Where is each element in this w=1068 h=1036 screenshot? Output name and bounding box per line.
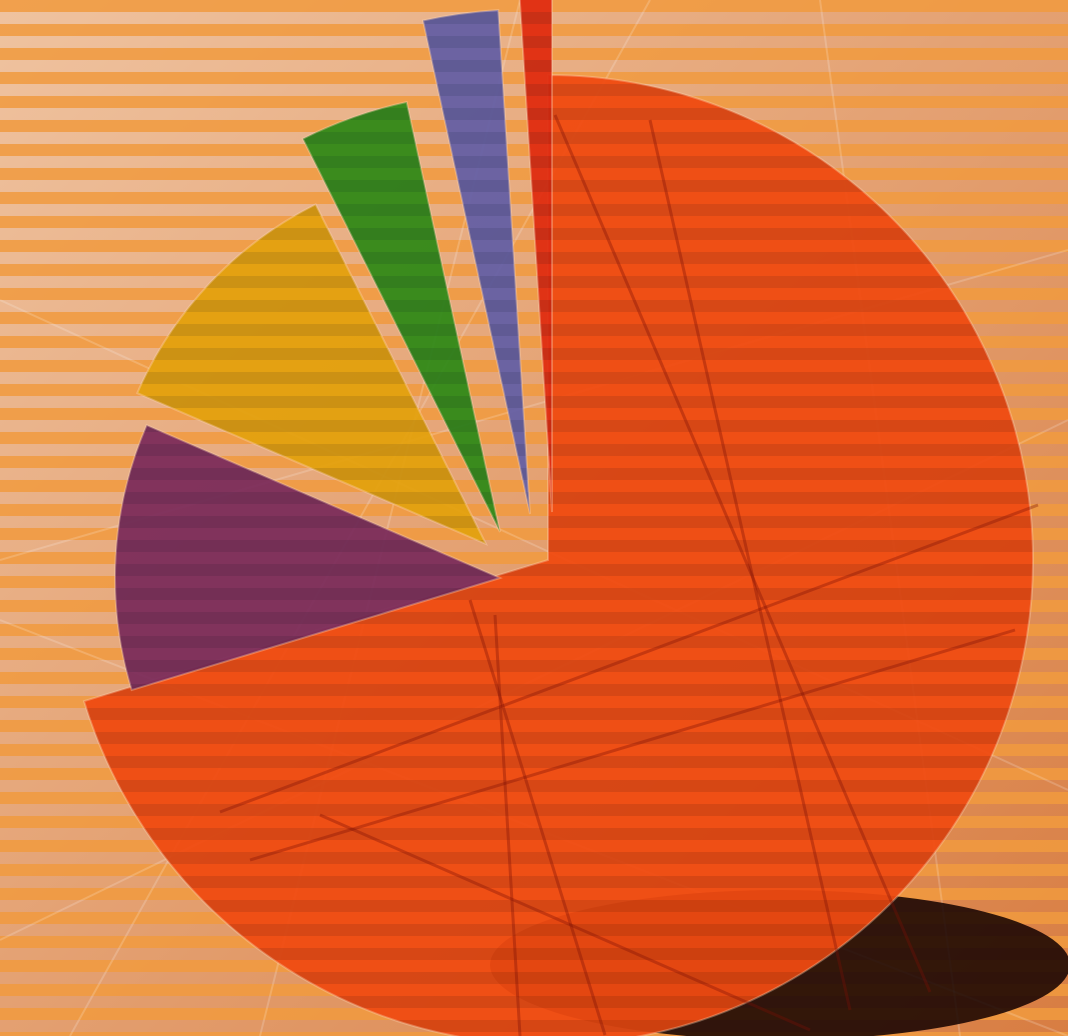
pie-slice-edge-5 [421, 8, 531, 515]
reflection-line-5 [648, 119, 852, 1011]
reflection-line-2 [249, 628, 1016, 862]
pie-slice-stripes-6 [519, 0, 552, 512]
pie-slice-stripes-1 [83, 75, 1033, 1036]
pie-slice-stripes-3 [137, 204, 486, 544]
reflection-line-7 [493, 614, 522, 1036]
pie-slices [82, 0, 1068, 1036]
reflection-line-3 [319, 813, 811, 1032]
pie-slice-edge-4 [301, 100, 501, 533]
pie-slice-edge-3 [135, 202, 489, 547]
highlight-lines [219, 114, 1039, 1036]
reflection-line-6 [468, 599, 607, 1036]
pie-slice-stripes-5 [422, 9, 530, 515]
reflection-line-1 [219, 503, 1039, 814]
pie-slice-edge-1 [82, 73, 1034, 1036]
pie-slice-stripes-4 [302, 102, 500, 533]
reflection-line-4 [553, 114, 932, 993]
pie-slice-edge-2 [114, 423, 503, 692]
pie-slice-stripes-2 [115, 425, 501, 691]
